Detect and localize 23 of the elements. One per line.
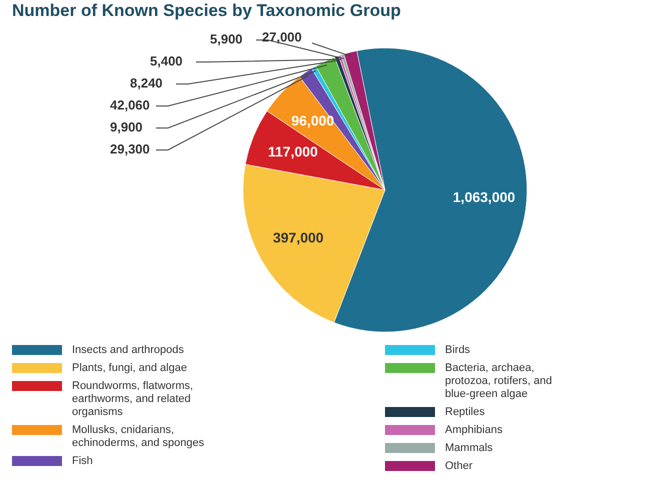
legend-label: Other (445, 460, 473, 472)
legend-label: Mammals (445, 442, 494, 454)
legend-label: Amphibians (445, 424, 503, 436)
legend-label: Bacteria, archaea, protozoa, rotifers, and blue-green algae (445, 362, 552, 400)
data-label: 1,063,000 (452, 189, 516, 206)
legend-label: Reptiles (445, 406, 486, 418)
data-label: 8,240 (130, 75, 163, 90)
data-label: 117,000 (268, 143, 318, 160)
data-label: 5,900 (210, 31, 243, 46)
chart-title: Number of Known Species by Taxonomic Group (12, 1, 401, 20)
legend-label: Birds (445, 344, 471, 356)
legend-label: Fish (72, 454, 93, 467)
legend-label: Roundworms, flatworms, earthworms, and related organisms (72, 380, 194, 418)
data-label: 96,000 (291, 112, 334, 128)
data-label: 397,000 (272, 229, 324, 246)
data-label: 29,300 (110, 141, 150, 156)
legend-label: Mollusks, cnidarians, echinoderms, and sponges (72, 424, 205, 449)
data-label: 5,400 (150, 53, 183, 68)
legend-label: Plants, fungi, and algae (72, 362, 187, 374)
data-label: 9,900 (110, 119, 143, 134)
legend-label: Insects and arthropods (72, 344, 184, 356)
data-label: 42,060 (110, 97, 150, 112)
data-label: 27,000 (262, 29, 302, 44)
